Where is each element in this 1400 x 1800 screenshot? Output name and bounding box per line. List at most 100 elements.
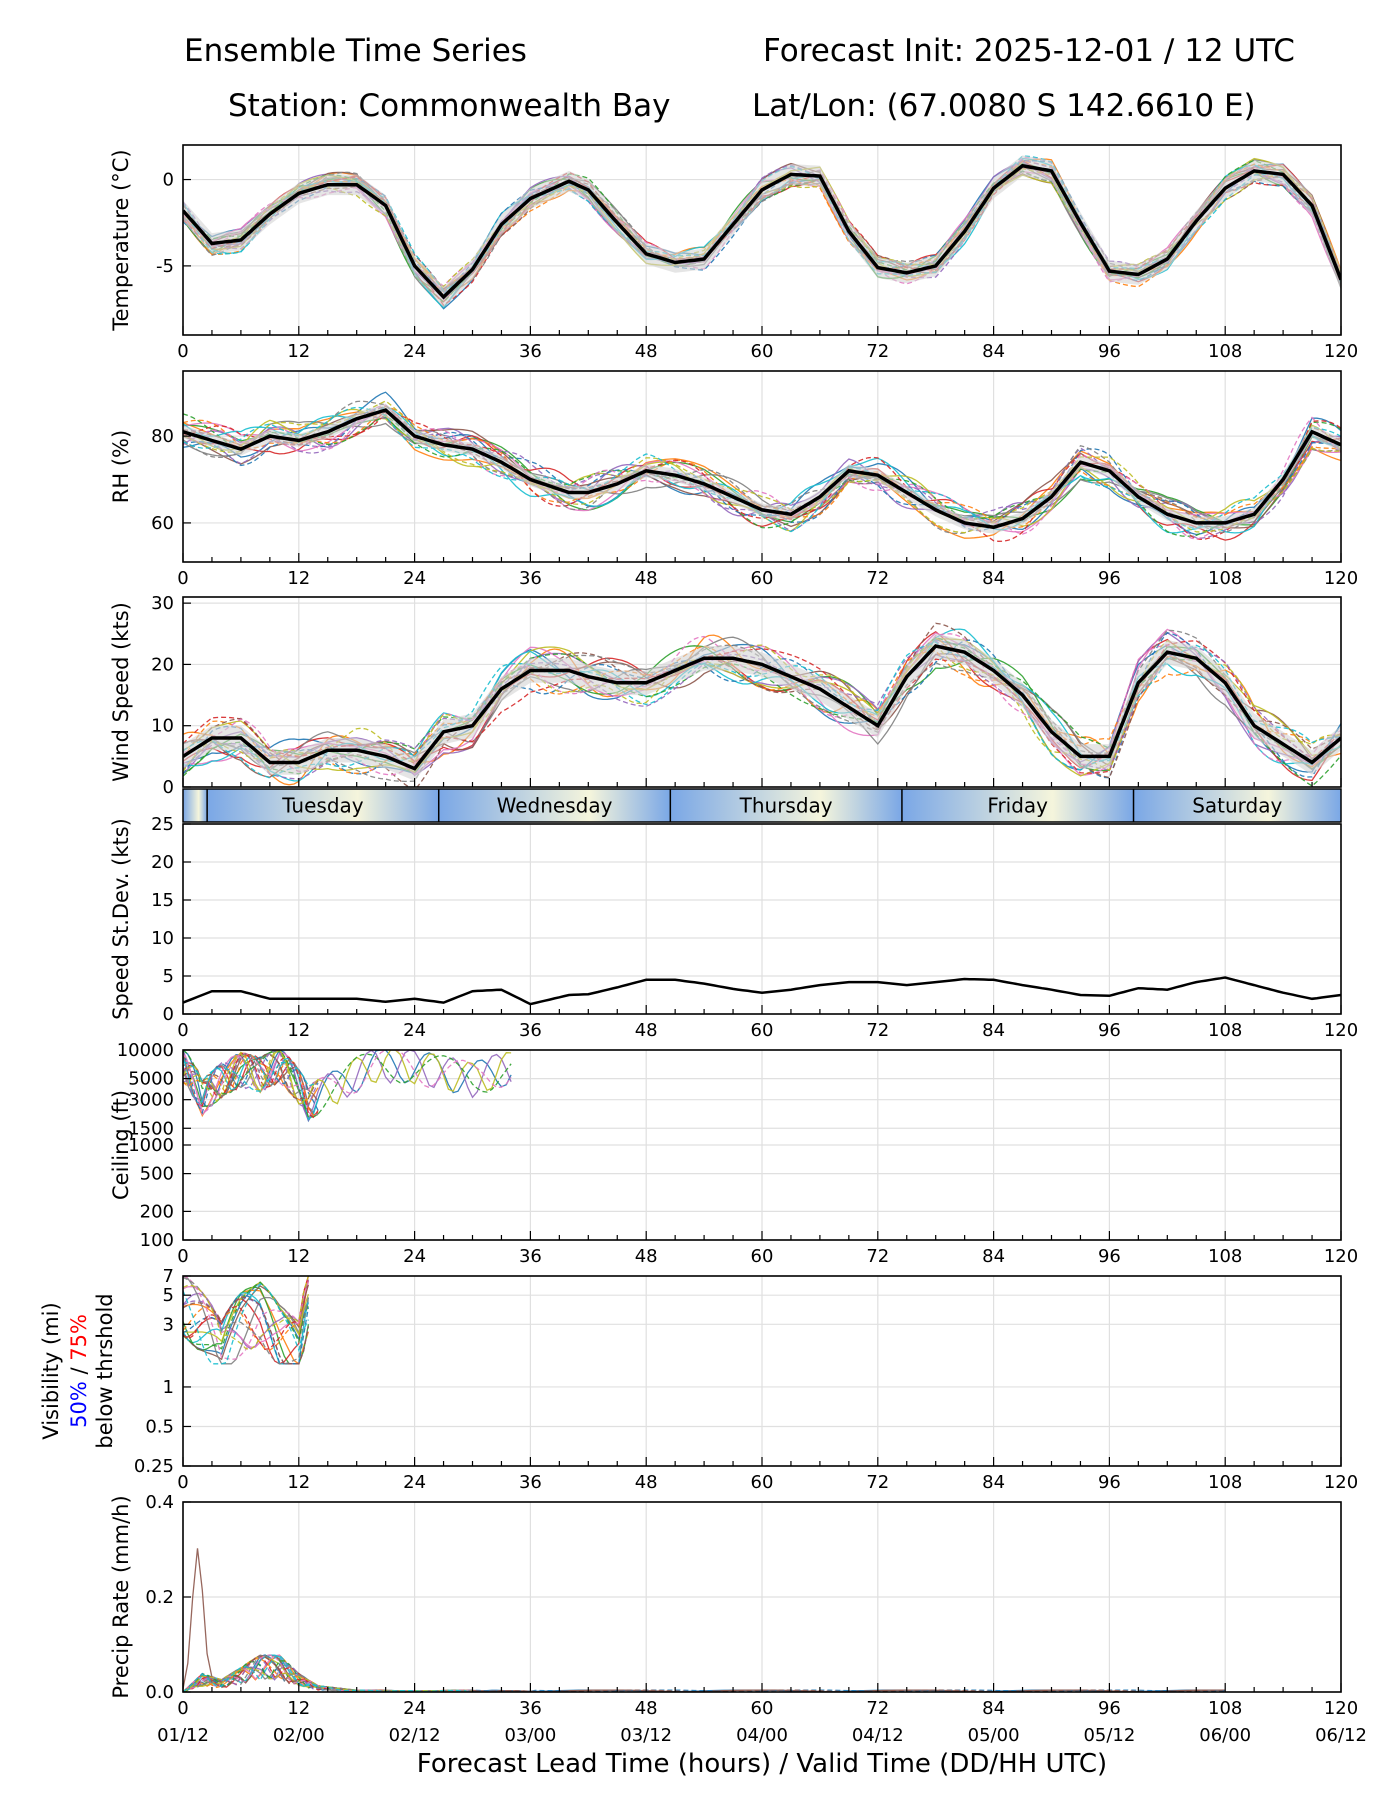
ensemble-mean-line [183,976,1341,1006]
x-tick-label: 12 [287,1020,310,1041]
valid-time-label: 04/12 [852,1725,904,1746]
y-tick-label: 5000 [128,1069,174,1090]
y-tick-label: 5 [163,966,174,987]
member-line [183,1286,310,1365]
member-line [183,404,1341,540]
panel-wind: 30 20 10 0 Wind Speed (kts) [109,593,1342,798]
x-tick-label: 84 [982,1698,1005,1719]
member-line [183,400,1341,534]
panel-temperature: 0 12 24 36 48 60 72 84 96 108 120 0 -5 Temperature (°… [109,144,1358,362]
y-tick-label: 0.4 [145,1492,174,1513]
x-tick-label: 60 [751,1246,774,1267]
panel-precip: 0 12 24 36 48 60 72 84 96 108 120 0.4 0.2 0.0 Precip R… [109,1492,1367,1746]
x-tick-label: 24 [403,1698,426,1719]
y-tick-label: 500 [140,1164,174,1185]
x-tick-label: 72 [866,1472,889,1493]
y-tick-label: 1500 [128,1118,174,1139]
x-tick-label: 36 [519,1020,542,1041]
station-latlon: Lat/Lon: (67.0080 S 142.6610 E) [752,88,1256,124]
valid-time-label: 05/00 [968,1725,1020,1746]
day-label: Wednesday [497,794,613,818]
plot-area [183,622,1341,787]
x-tick-label: 84 [982,1472,1005,1493]
member-line [183,1654,1226,1692]
x-tick-label: 24 [403,568,426,589]
x-tick-label: 36 [519,341,542,362]
day-label: Saturday [1192,794,1282,818]
plot-area [183,976,1341,1006]
valid-time-label: 01/12 [157,1725,209,1746]
x-tick-label: 12 [287,1246,310,1267]
y-tick-label: 0.25 [134,1456,174,1477]
x-tick-label: 96 [1098,1020,1121,1041]
label-50pct: 50% [67,1381,91,1428]
y-tick-label: 5 [163,1285,174,1306]
x-tick-label: 60 [751,1472,774,1493]
x-tick-label: 60 [751,568,774,589]
x-tick-label: 0 [177,341,188,362]
y-tick-label: 20 [151,654,174,675]
member-line [183,1050,319,1108]
valid-time-label: 06/12 [1315,1725,1367,1746]
x-tick-label: 0 [177,1246,188,1267]
x-tick-label: 24 [403,1472,426,1493]
y-axis-label: Temperature (°C) [109,149,133,331]
y-tick-label: 1 [163,1377,174,1398]
plot-area [183,1276,310,1365]
y-tick-label: 3000 [128,1090,174,1111]
day-band [183,789,208,822]
day-band-frame [182,788,1342,823]
x-tick-label: 120 [1324,341,1358,362]
x-tick-label: 60 [751,1698,774,1719]
x-tick-label: 12 [287,1698,310,1719]
x-tick-label: 36 [519,1246,542,1267]
x-tick-label: 108 [1208,1698,1242,1719]
x-tick-label: 84 [982,568,1005,589]
y-tick-label: 0 [163,777,174,798]
forecast-init: Forecast Init: 2025-12-01 / 12 UTC [763,33,1295,69]
ensemble-mean-line [183,408,1341,530]
y-tick-label: 10 [151,928,174,949]
member-line [183,1276,310,1350]
y-tick-label: 10 [151,716,174,737]
station-name: Station: Commonwealth Bay [228,88,671,124]
x-tick-label: 120 [1324,568,1358,589]
x-tick-label: 108 [1208,568,1242,589]
day-band [438,789,671,822]
x-tick-label: 120 [1324,1020,1358,1041]
y-tick-label: 0 [163,170,174,191]
x-tick-label: 96 [1098,1246,1121,1267]
y-axis-label: Ceiling (ft) [109,1090,133,1200]
y-axis-label: Precip Rate (mm/h) [109,1495,133,1698]
x-tick-label: 0 [177,1698,188,1719]
day-band [901,789,1134,822]
x-tick-label: 36 [519,568,542,589]
valid-time-label: 02/12 [389,1725,441,1746]
member-line [183,1289,310,1365]
x-tick-label: 36 [519,1698,542,1719]
x-tick-label: 84 [982,1246,1005,1267]
member-line [183,1052,319,1119]
valid-time-label: 05/12 [1083,1725,1135,1746]
label-sep: / [67,1361,91,1381]
valid-time-label: 03/00 [504,1725,556,1746]
day-band [670,789,902,822]
day-label: Friday [987,794,1048,818]
x-tick-label: 84 [982,341,1005,362]
x-tick-label: 0 [177,1472,188,1493]
valid-time-label: 06/00 [1199,1725,1251,1746]
member-line [183,1296,310,1365]
valid-time-label: 03/12 [620,1725,672,1746]
member-line [183,1296,310,1365]
x-axis-label: Forecast Lead Time (hours) / Valid Time … [417,1749,1107,1779]
x-tick-label: 60 [751,1020,774,1041]
member-line [183,1281,310,1350]
y-tick-label: -5 [156,256,174,277]
x-tick-label: 120 [1324,1472,1358,1493]
y-tick-label: 10000 [117,1040,174,1061]
spread-band [183,403,1341,534]
member-line [183,1276,310,1351]
y-axis-label: Speed St.Dev. (kts) [109,818,133,1020]
x-tick-label: 108 [1208,1472,1242,1493]
